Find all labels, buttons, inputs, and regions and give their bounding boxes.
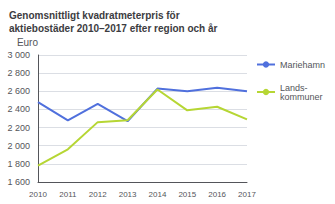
svg-text:2016: 2016 [208,190,226,199]
svg-text:2013: 2013 [119,190,137,199]
svg-text:3 000: 3 000 [7,50,30,60]
svg-text:2014: 2014 [149,190,167,199]
svg-text:2 600: 2 600 [7,86,30,96]
svg-text:1 800: 1 800 [7,159,30,169]
svg-text:Mariehamn: Mariehamn [280,60,325,70]
svg-text:2 400: 2 400 [7,104,30,114]
svg-text:kommuner: kommuner [280,92,323,102]
svg-text:2015: 2015 [178,190,196,199]
svg-text:2017: 2017 [238,190,256,199]
svg-text:1 600: 1 600 [7,177,30,187]
svg-text:2012: 2012 [89,190,107,199]
svg-text:2010: 2010 [29,190,47,199]
svg-text:2 200: 2 200 [7,123,30,133]
svg-text:Genomsnittligt kvadratmeterpri: Genomsnittligt kvadratmeterpris för [9,10,180,21]
svg-text:Euro: Euro [17,37,39,48]
svg-text:2011: 2011 [59,190,77,199]
svg-text:2 800: 2 800 [7,68,30,78]
svg-text:Lands-: Lands- [280,82,308,93]
svg-text:aktiebostäder 2010–2017 efter: aktiebostäder 2010–2017 efter region och… [9,23,218,34]
svg-text:2 000: 2 000 [7,141,30,151]
